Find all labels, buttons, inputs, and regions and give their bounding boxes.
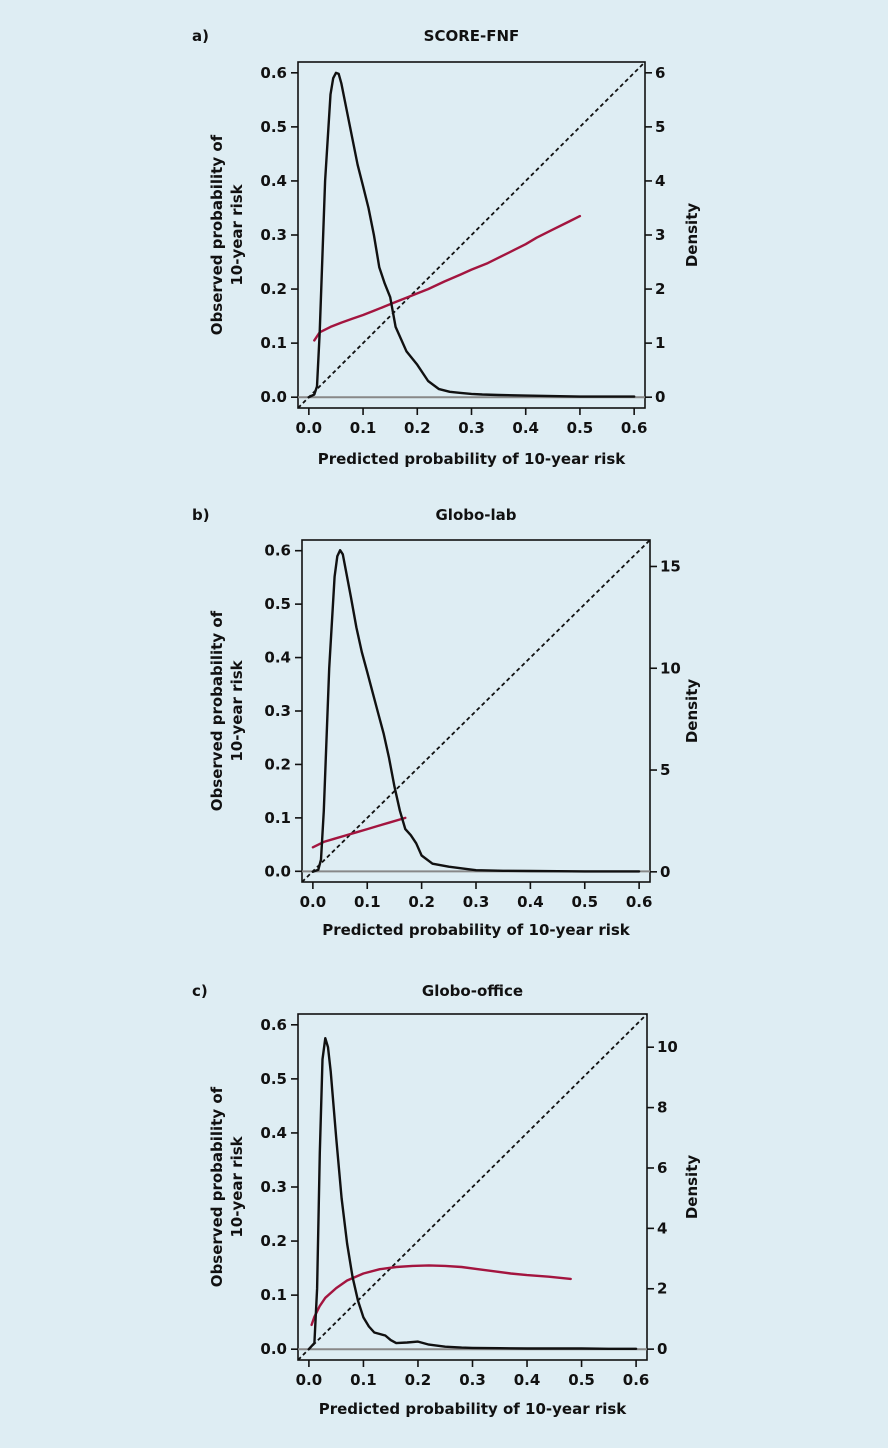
- chart-title: SCORE-FNF: [424, 27, 520, 45]
- panel-a: a) SCORE-FNF 0.0 0.1 0.2 0.3 0.4 0.5 0.6 0.0 0.1 0.…: [192, 27, 701, 468]
- x-tick-label: 0.5: [568, 1371, 595, 1389]
- y-tick-label: 0.6: [260, 64, 287, 82]
- x-tick-label: 0.2: [404, 419, 431, 437]
- calibration-curve: [311, 816, 407, 849]
- x-axis-title: Predicted probability of 10-year risk: [319, 1400, 628, 1418]
- y-axis-title: Observed probability of: [208, 610, 226, 811]
- chart-title: Globo-office: [422, 982, 523, 1000]
- y2-tick-label: 15: [660, 557, 681, 575]
- y2-tick-label: 2: [655, 280, 665, 298]
- y-tick-label: 0.3: [260, 226, 287, 244]
- panel-b: b) Globo-lab 0.0 0.1 0.2 0.3 0.4 0.5 0.6 0.0 0.1 0.…: [192, 506, 701, 939]
- x-tick-label: 0.4: [512, 419, 539, 437]
- panel-letter: c): [192, 982, 208, 1000]
- y-tick-label: 0.2: [264, 755, 291, 773]
- y-axis-title: Observed probability of: [208, 134, 226, 335]
- y2-tick-label: 8: [657, 1099, 667, 1117]
- y-tick-label: 0.6: [260, 1016, 287, 1034]
- y-tick-label: 0.6: [264, 542, 291, 560]
- y-axis-title: 10-year risk: [228, 659, 246, 761]
- y-tick-label: 0.5: [264, 595, 291, 613]
- x-tick-label: 0.4: [514, 1371, 541, 1389]
- x-tick-label: 0.5: [571, 893, 598, 911]
- x-axis-title: Predicted probability of 10-year risk: [322, 921, 631, 939]
- calibration-curve: [313, 214, 582, 342]
- x-tick-label: 0.3: [459, 1371, 486, 1389]
- y-tick-label: 0.0: [260, 1340, 287, 1358]
- y-tick-label: 0.4: [260, 1124, 287, 1142]
- y-axis-title: 10-year risk: [228, 1135, 246, 1237]
- y2-tick-label: 5: [655, 118, 665, 136]
- x-tick-label: 0.1: [350, 1371, 377, 1389]
- y2-tick-label: 4: [655, 172, 665, 190]
- density-curve: [307, 71, 636, 399]
- y-tick-label: 0.4: [264, 649, 291, 667]
- y-tick-label: 0.0: [264, 862, 291, 880]
- y2-tick-label: 1: [655, 334, 665, 352]
- y2-axis-title: Density: [683, 1155, 701, 1220]
- x-tick-label: 0.2: [408, 893, 435, 911]
- x-tick-label: 0.3: [463, 893, 490, 911]
- x-tick-label: 0.0: [296, 419, 323, 437]
- y2-tick-label: 3: [655, 226, 665, 244]
- x-tick-label: 0.1: [350, 419, 377, 437]
- density-curve: [307, 1036, 638, 1351]
- x-tick-label: 0.6: [623, 1371, 650, 1389]
- y-axis-title: 10-year risk: [228, 183, 246, 285]
- x-tick-label: 0.6: [621, 419, 648, 437]
- x-tick-label: 0.4: [517, 893, 544, 911]
- x-tick-label: 0.0: [296, 1371, 323, 1389]
- y-tick-label: 0.1: [260, 1286, 287, 1304]
- y2-axis-title: Density: [683, 203, 701, 268]
- y2-tick-label: 0: [660, 863, 670, 881]
- y2-tick-label: 6: [655, 64, 665, 82]
- y2-tick-label: 6: [657, 1159, 667, 1177]
- y2-axis-title: Density: [683, 679, 701, 744]
- x-axis-title: Predicted probability of 10-year risk: [318, 450, 627, 468]
- y-tick-label: 0.5: [260, 1070, 287, 1088]
- y2-tick-label: 0: [655, 388, 665, 406]
- x-tick-label: 0.5: [567, 419, 594, 437]
- perfect-calibration-line: [297, 61, 646, 409]
- x-tick-label: 0.0: [300, 893, 327, 911]
- y-axis-title: Observed probability of: [208, 1086, 226, 1287]
- panel-letter: a): [192, 27, 209, 45]
- density-curve: [311, 549, 641, 873]
- y-tick-label: 0.2: [260, 1232, 287, 1250]
- y-tick-label: 0.1: [264, 809, 291, 827]
- calibration-curve: [310, 1264, 572, 1327]
- y2-tick-label: 0: [657, 1340, 667, 1358]
- y-tick-label: 0.3: [260, 1178, 287, 1196]
- y-tick-label: 0.4: [260, 172, 287, 190]
- y2-tick-label: 5: [660, 761, 670, 779]
- y2-tick-label: 10: [657, 1038, 678, 1056]
- x-tick-label: 0.2: [405, 1371, 432, 1389]
- x-tick-label: 0.3: [458, 419, 485, 437]
- y-tick-label: 0.5: [260, 118, 287, 136]
- x-tick-label: 0.6: [626, 893, 653, 911]
- x-tick-label: 0.1: [354, 893, 381, 911]
- y-tick-label: 0.3: [264, 702, 291, 720]
- panel-letter: b): [192, 506, 210, 524]
- perfect-calibration-line: [301, 539, 651, 883]
- y2-tick-label: 10: [660, 659, 681, 677]
- y-tick-label: 0.0: [260, 388, 287, 406]
- y-tick-label: 0.2: [260, 280, 287, 298]
- panel-c: c) Globo-office 0.0 0.1 0.2 0.3 0.4 0.5 0.6 0.0 0.…: [192, 982, 701, 1418]
- perfect-calibration-line: [297, 1013, 648, 1361]
- y2-tick-label: 4: [657, 1219, 667, 1237]
- y-tick-label: 0.1: [260, 334, 287, 352]
- chart-title: Globo-lab: [435, 506, 516, 524]
- y2-tick-label: 2: [657, 1280, 667, 1298]
